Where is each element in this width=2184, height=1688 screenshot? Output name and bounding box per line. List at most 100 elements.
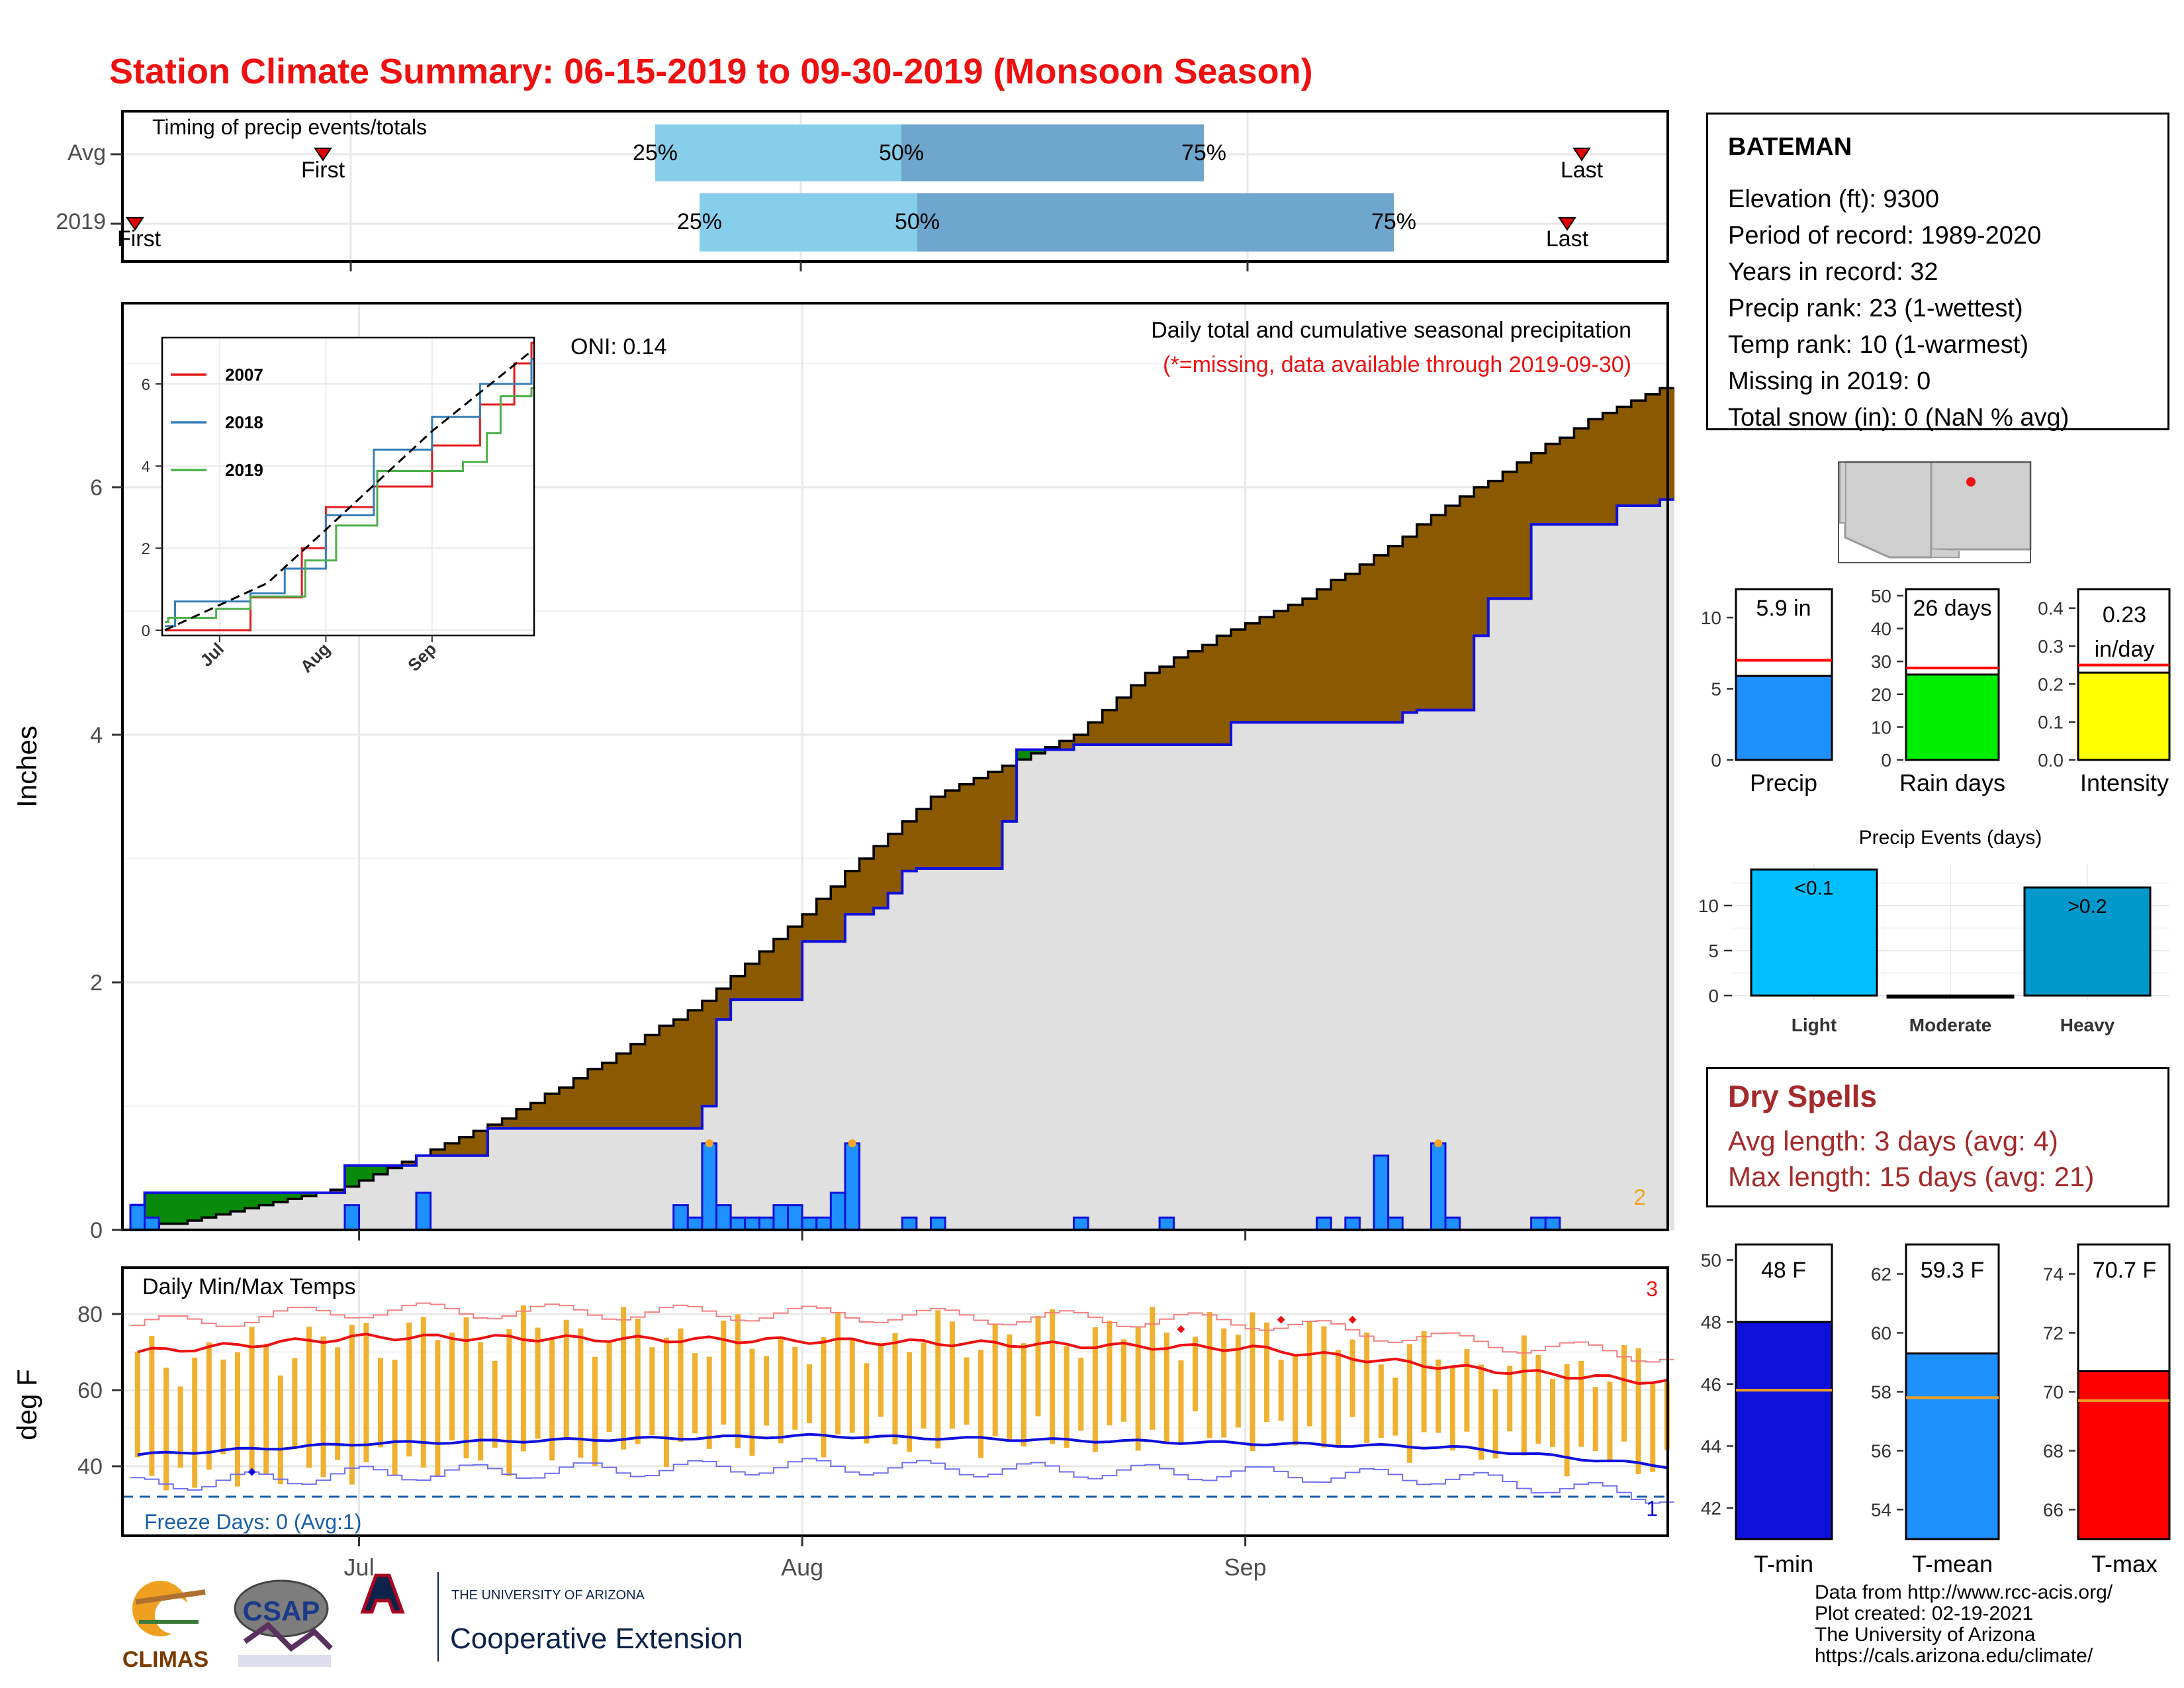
gauge-tick: 44 (1701, 1436, 1721, 1456)
y2019-q50: 50% (895, 209, 940, 234)
gauge-tick: 30 (1871, 651, 1891, 672)
avg-min-line (137, 1432, 1668, 1470)
daily-temp-bar (635, 1319, 641, 1444)
daily-temp-bar (406, 1322, 412, 1457)
daily-temp-bar (535, 1327, 541, 1439)
daily-temp-bar (921, 1342, 927, 1429)
avg-first-marker (314, 148, 332, 162)
daily-temp-bar (1592, 1387, 1598, 1452)
footer-created: Plot created: 02-19-2021 (1815, 1603, 2034, 1624)
daily-temp-bar (377, 1358, 383, 1448)
daily-temp-bar (392, 1360, 398, 1476)
daily-temp-bar (792, 1346, 798, 1430)
daily-temp-bar (1163, 1333, 1169, 1442)
precip-events-chart: Precip Events (days) <0.1 Light Moderate >0.… (1698, 827, 2169, 1035)
climas-logo: CLIMAS (122, 1581, 208, 1672)
events-category: Moderate (1909, 1015, 1991, 1035)
gauge-raindays-label: Rain days (1899, 769, 2005, 796)
temp-y-tick: 60 (77, 1378, 103, 1403)
daily-temp-bar (892, 1333, 898, 1445)
events-bar-moderate (1886, 994, 2015, 999)
daily-temp-bar (978, 1350, 984, 1458)
timing-panel: Timing of precip events/totals Avg 2019 … (56, 110, 1669, 271)
daily-precip-bar (343, 1204, 361, 1231)
freeze-label: Freeze Days: 0 (Avg:1) (144, 1510, 361, 1534)
daily-temp-bar (220, 1359, 226, 1454)
gauge-tick: 5 (1711, 679, 1721, 700)
gauge-tick: 50 (1871, 586, 1891, 606)
gauge-raindays-value: 26 days (1913, 596, 1991, 621)
gauge-tick: 72 (2043, 1323, 2064, 1344)
station-years: Years in record: 32 (1728, 258, 1938, 286)
daily-temp-bar (678, 1328, 684, 1442)
station-elevation: Elevation (ft): 9300 (1728, 185, 1939, 213)
avg-first-label: First (301, 158, 345, 183)
daily-temp-bar (463, 1317, 469, 1459)
temp-label: Daily Min/Max Temps (142, 1274, 355, 1299)
daily-temp-bar (1206, 1312, 1212, 1438)
gauge-tick: 70 (2043, 1382, 2064, 1403)
daily-temp-bar (1364, 1332, 1370, 1444)
gauge-precip-bar (1735, 675, 1833, 761)
daily-temp-bar (878, 1343, 884, 1417)
daily-precip-bar (1344, 1216, 1361, 1231)
timing-row-avg: Avg (68, 140, 106, 165)
gauge-raindays: 0 10 20 30 40 50 26 days Rain days (1871, 586, 2005, 796)
inset-series-2007 (165, 342, 535, 632)
daily-precip-bar (729, 1216, 747, 1231)
daily-precip-bar (701, 1142, 718, 1231)
page-title: Station Climate Summary: 06-15-2019 to 0… (109, 52, 1313, 91)
daily-temp-bar (649, 1347, 655, 1435)
csap-logo: CSAP (234, 1579, 333, 1667)
daily-temp-bar (1521, 1335, 1527, 1456)
gauge-tick: 0.0 (2038, 750, 2064, 771)
footer-university: The University of Arizona (1815, 1624, 2036, 1646)
daily-temp-bar (478, 1342, 484, 1461)
missing-note: (*=missing, data available through 2019-… (1163, 352, 1631, 377)
gauge-tick: 0.3 (2038, 636, 2064, 657)
daily-temp-bar (821, 1336, 827, 1458)
gauge-precip-value: 5.9 in (1756, 596, 1811, 621)
daily-temp-bar (420, 1317, 426, 1468)
events-y-tick: 0 (1708, 986, 1719, 1006)
daily-temp-bar (621, 1307, 627, 1450)
temp-x-tick: Sep (1224, 1554, 1267, 1581)
daily-temp-bar (492, 1360, 498, 1448)
dry-spells-box: Dry Spells Avg length: 3 days (avg: 4) M… (1706, 1067, 2169, 1207)
daily-temp-bar (949, 1321, 955, 1429)
daily-temp-bar (320, 1336, 326, 1477)
daily-temp-bar (578, 1328, 584, 1458)
daily-temp-bar (706, 1356, 712, 1449)
temp-ylabel: deg F (11, 1369, 42, 1440)
heavy-day-marker (1434, 1139, 1443, 1148)
gauge-tmin-bar (1735, 1321, 1833, 1540)
station-info-box: BATEMAN Elevation (ft): 9300 Period of r… (1706, 113, 2169, 432)
gauge-tick: 74 (2043, 1264, 2064, 1285)
main-y-tick: 2 (90, 970, 103, 996)
daily-temp-bar (1293, 1354, 1298, 1446)
daily-precip-bar (901, 1216, 918, 1231)
inset-y-tick: 2 (142, 540, 150, 558)
daily-precip-bar (829, 1192, 846, 1231)
station-precip-rank: Precip rank: 23 (1-wettest) (1728, 295, 2023, 322)
gauge-tmin-label: T-min (1754, 1550, 1813, 1577)
gauge-tmin-value: 48 F (1761, 1258, 1806, 1283)
gauge-tick: 62 (1871, 1264, 1891, 1285)
daily-precip-bar (801, 1216, 818, 1231)
daily-temp-bar (964, 1357, 970, 1425)
inset-series-average (164, 350, 532, 632)
daily-temp-bar (663, 1337, 669, 1467)
temp-x-tick: Aug (781, 1554, 823, 1581)
gauge-tmean-value: 59.3 F (1921, 1258, 1984, 1283)
events-category: Heavy (2060, 1015, 2115, 1035)
gauge-tick: 10 (1701, 608, 1721, 628)
daily-temp-bar (177, 1386, 183, 1468)
gauge-tick: 68 (2043, 1441, 2064, 1462)
inset-legend-label: 2018 (225, 412, 263, 432)
gauge-tmean: 54 56 58 60 62 59.3 F T-mean (1871, 1243, 2000, 1577)
location-map (1838, 461, 2032, 563)
dry-spells-max: Max length: 15 days (avg: 21) (1728, 1161, 2095, 1192)
daily-temp-bar (864, 1363, 870, 1444)
daily-temp-bar (1449, 1366, 1455, 1451)
